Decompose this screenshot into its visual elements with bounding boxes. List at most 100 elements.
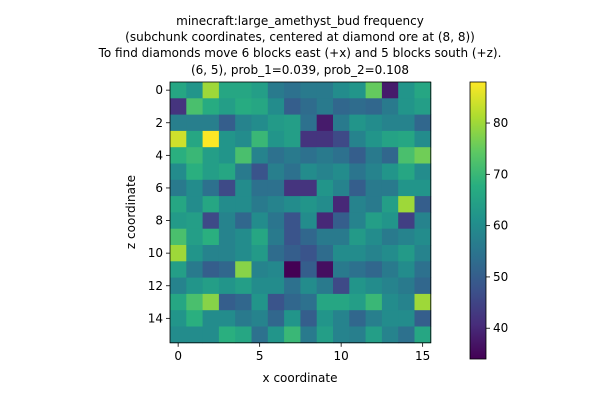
heatmap-cell	[300, 163, 318, 181]
heatmap-cell	[365, 326, 383, 344]
heatmap-cell	[186, 196, 203, 213]
heatmap-cell	[381, 196, 399, 213]
heatmap-cell	[398, 196, 415, 213]
heatmap-cell	[398, 114, 415, 132]
heatmap-cell	[316, 179, 334, 197]
y-tick-label: 12	[148, 279, 163, 293]
heatmap-cell	[251, 163, 269, 181]
heatmap-cell	[300, 196, 318, 213]
heatmap-cell	[284, 98, 301, 115]
heatmap-cell	[267, 147, 285, 164]
heatmap-frame	[169, 81, 432, 344]
heatmap-cell	[235, 179, 252, 197]
heatmap-cell	[202, 196, 220, 213]
colorbar-tick-label: 80	[493, 116, 508, 130]
heatmap-cell	[365, 212, 383, 230]
heatmap-cell	[381, 326, 399, 344]
heatmap-cell	[414, 130, 432, 148]
heatmap-cell	[218, 130, 236, 148]
heatmap-cell	[218, 163, 236, 181]
heatmap-cell	[381, 293, 399, 311]
heatmap-cell	[267, 82, 285, 99]
heatmap-cell	[267, 212, 285, 230]
heatmap-cell	[333, 212, 350, 230]
heatmap-cell	[333, 179, 350, 197]
heatmap-cell	[170, 245, 187, 262]
heatmap-cell	[202, 293, 220, 311]
y-axis-label: z coordinate	[124, 175, 138, 249]
heatmap-cell	[300, 277, 318, 295]
heatmap-cell	[414, 212, 432, 230]
heatmap-cell	[284, 196, 301, 213]
heatmap-cell	[186, 98, 203, 115]
heatmap-cell	[284, 147, 301, 164]
heatmap-cell	[398, 179, 415, 197]
heatmap-cell	[414, 326, 432, 344]
heatmap-cell	[170, 179, 187, 197]
heatmap-cell	[251, 293, 269, 311]
heatmap-cell	[316, 310, 334, 327]
heatmap-cell	[300, 293, 318, 311]
heatmap-cell	[251, 228, 269, 246]
heatmap-cell	[365, 163, 383, 181]
heatmap-cell	[414, 147, 432, 164]
heatmap-cell	[349, 245, 366, 262]
heatmap-cell	[414, 310, 432, 327]
heatmap-cell	[186, 179, 203, 197]
heatmap-cell	[398, 98, 415, 115]
heatmap-cell	[170, 114, 187, 132]
heatmap-cell	[300, 98, 318, 115]
heatmap-cell	[365, 261, 383, 278]
heatmap-cell	[300, 130, 318, 148]
title-line-4: (6, 5), prob_1=0.039, prob_2=0.108	[191, 63, 409, 77]
heatmap-cell	[414, 245, 432, 262]
heatmap-cell	[349, 310, 366, 327]
heatmap-cell	[398, 261, 415, 278]
heatmap-cell	[333, 114, 350, 132]
heatmap-cell	[333, 130, 350, 148]
heatmap-cell	[333, 196, 350, 213]
heatmap-cell	[186, 293, 203, 311]
heatmap-cell	[267, 261, 285, 278]
heatmap-cell	[349, 228, 366, 246]
heatmap-cell	[218, 326, 236, 344]
heatmap-cell	[170, 147, 187, 164]
heatmap-cell	[202, 212, 220, 230]
heatmap-cell	[235, 261, 252, 278]
heatmap-cell	[251, 98, 269, 115]
heatmap-cell	[333, 277, 350, 295]
heatmap-cell	[381, 277, 399, 295]
heatmap-cell	[235, 163, 252, 181]
heatmap-cell	[414, 179, 432, 197]
heatmap-cell	[414, 98, 432, 115]
y-tick-label: 6	[155, 181, 163, 195]
x-axis-ticks: 0 5 10 15	[174, 342, 430, 363]
heatmap-cell	[414, 114, 432, 132]
heatmap-cell	[349, 212, 366, 230]
x-tick-label: 0	[174, 349, 182, 363]
heatmap-cell	[349, 179, 366, 197]
colorbar-ticks: 40 50 60 70 80	[486, 116, 508, 335]
heatmap-cell	[349, 98, 366, 115]
heatmap-cell	[235, 228, 252, 246]
heatmap-cell	[235, 82, 252, 99]
chart-title: minecraft:large_amethyst_bud frequency (…	[98, 14, 502, 77]
y-tick-label: 14	[148, 311, 163, 325]
heatmap-cell	[398, 326, 415, 344]
heatmap-cell	[235, 147, 252, 164]
heatmap-cell	[333, 163, 350, 181]
heatmap-cell	[300, 179, 318, 197]
heatmap-cell	[398, 245, 415, 262]
x-tick-label: 10	[334, 349, 349, 363]
heatmap-cell	[186, 163, 203, 181]
heatmap-cell	[235, 245, 252, 262]
heatmap-cell	[186, 245, 203, 262]
heatmap-cell	[284, 228, 301, 246]
heatmap-cell	[316, 212, 334, 230]
heatmap-cell	[251, 114, 269, 132]
heatmap-cell	[365, 179, 383, 197]
heatmap-cell	[365, 98, 383, 115]
heatmap-cell	[267, 228, 285, 246]
y-tick-label: 8	[155, 214, 163, 228]
